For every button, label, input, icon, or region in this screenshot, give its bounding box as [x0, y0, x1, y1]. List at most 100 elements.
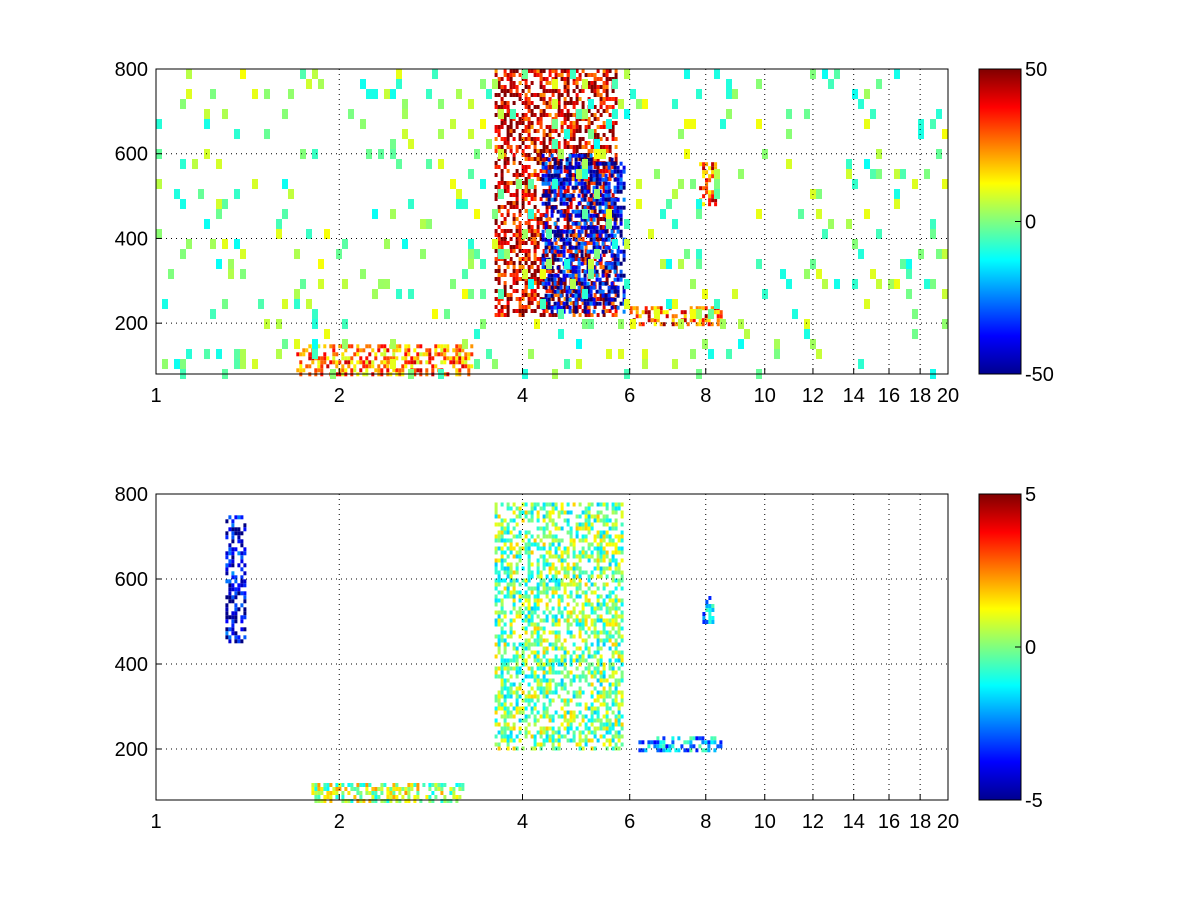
heatmap-cell: [366, 89, 372, 99]
heatmap-cell: [503, 137, 507, 141]
heatmap-cell: [587, 586, 591, 591]
heatmap-cell: [548, 313, 552, 317]
heatmap-cell: [566, 189, 570, 193]
heatmap-cell: [846, 159, 852, 169]
heatmap-cell: [584, 678, 588, 683]
heatmap-cell: [578, 77, 582, 81]
heatmap-cell: [366, 149, 372, 159]
heatmap-cell: [698, 744, 702, 749]
heatmap-cell: [494, 550, 498, 555]
heatmap-cell: [590, 89, 594, 93]
heatmap-cell: [545, 582, 549, 587]
heatmap-cell: [556, 229, 560, 234]
heatmap-cell: [690, 179, 696, 189]
heatmap-cell: [512, 618, 516, 623]
heatmap-cell: [372, 289, 378, 299]
heatmap-cell: [624, 279, 630, 289]
heatmap-cell: [578, 742, 582, 747]
heatmap-cell: [562, 237, 566, 242]
heatmap-cell: [390, 209, 396, 219]
heatmap-cell: [500, 670, 504, 675]
heatmap-cell: [464, 364, 468, 369]
heatmap-cell: [572, 305, 576, 309]
heatmap-cell: [509, 694, 513, 699]
heatmap-cell: [614, 145, 618, 149]
heatmap-cell: [551, 538, 555, 543]
heatmap-cell: [616, 177, 620, 182]
heatmap-cell: [449, 799, 453, 803]
heatmap-cell: [596, 594, 600, 599]
heatmap-cell: [530, 746, 534, 751]
heatmap-cell: [240, 543, 244, 548]
heatmap-cell: [671, 318, 675, 323]
heatmap-cell: [557, 738, 561, 743]
heatmap-cell: [530, 542, 534, 547]
heatmap-cell: [434, 783, 438, 787]
heatmap-cell: [551, 690, 555, 695]
heatmap-cell: [464, 356, 468, 361]
heatmap-cell: [527, 606, 531, 611]
heatmap-cell: [596, 237, 600, 241]
heatmap-cell: [503, 518, 507, 523]
heatmap-cell: [512, 526, 516, 531]
heatmap-cell: [582, 209, 588, 219]
heatmap-cell: [616, 229, 620, 234]
heatmap-cell: [494, 269, 498, 273]
heatmap-cell: [240, 575, 244, 580]
heatmap-cell: [556, 305, 560, 310]
axes-frame: [155, 493, 949, 801]
heatmap-cell: [500, 273, 504, 277]
heatmap-cell: [584, 622, 588, 627]
heatmap-cell: [593, 626, 597, 631]
heatmap-cell: [521, 297, 525, 301]
heatmap-cell: [515, 113, 519, 117]
heatmap-cell: [602, 602, 606, 607]
heatmap-cell: [494, 229, 498, 233]
heatmap-cell: [524, 618, 528, 623]
heatmap-cell: [252, 179, 258, 189]
heatmap-cell: [527, 69, 531, 73]
heatmap-cell: [335, 352, 339, 357]
heatmap-cell: [554, 149, 558, 153]
heatmap-cell: [583, 181, 587, 186]
heatmap-cell: [596, 618, 600, 623]
heatmap-cell: [596, 738, 600, 743]
heatmap-cell: [602, 530, 606, 535]
heatmap-cell: [578, 558, 582, 563]
heatmap-cell: [533, 674, 537, 679]
heatmap-cell: [299, 364, 303, 369]
heatmap-cell: [599, 702, 603, 707]
heatmap-cell: [541, 233, 545, 238]
heatmap-cell: [494, 634, 498, 639]
heatmap-cell: [578, 694, 582, 699]
heatmap-cell: [589, 165, 593, 170]
heatmap-cell: [509, 730, 513, 735]
heatmap-cell: [524, 81, 528, 85]
heatmap-cell: [539, 125, 543, 129]
heatmap-cell: [596, 642, 600, 647]
heatmap-cell: [577, 153, 581, 158]
heatmap-cell: [552, 79, 558, 89]
heatmap-cell: [586, 249, 590, 254]
heatmap-cell: [551, 662, 555, 667]
heatmap-cell: [497, 706, 501, 711]
heatmap-cell: [416, 368, 420, 373]
heatmap-cell: [456, 189, 462, 199]
heatmap-cell: [541, 201, 545, 206]
heatmap-cell: [619, 249, 623, 254]
heatmap-cell: [440, 791, 444, 795]
heatmap-cell: [521, 566, 525, 571]
heatmap-cell: [608, 77, 612, 81]
heatmap-cell: [577, 161, 581, 166]
heatmap-cell: [569, 293, 573, 297]
heatmap-cell: [342, 239, 348, 249]
heatmap-cell: [503, 638, 507, 643]
heatmap-cell: [593, 165, 597, 169]
heatmap-cell: [605, 109, 609, 113]
heatmap-cell: [589, 249, 593, 254]
heatmap-cell: [521, 293, 525, 297]
heatmap-cell: [611, 726, 615, 731]
heatmap-cell: [611, 734, 615, 739]
heatmap-cell: [595, 181, 599, 186]
heatmap-cell: [565, 165, 569, 170]
